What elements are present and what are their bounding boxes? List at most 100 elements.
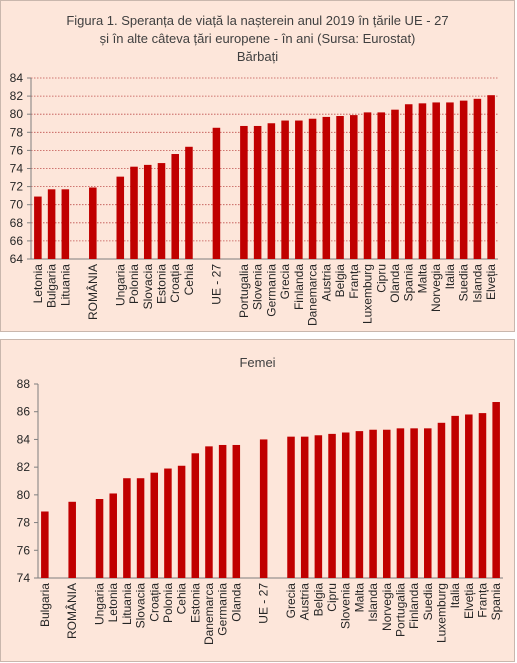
men-bar	[487, 95, 495, 259]
men-x-tick-label: Slovenia	[251, 264, 265, 310]
women-y-tick-label: 80	[17, 488, 31, 502]
men-x-tick-label: Finlanda	[292, 264, 306, 310]
men-y-tick-label: 82	[10, 89, 24, 103]
men-bar	[363, 112, 372, 259]
men-x-tick-label: Islanda	[470, 264, 484, 303]
women-bar	[109, 493, 117, 578]
women-bar	[287, 436, 295, 578]
men-bar	[34, 196, 42, 259]
women-x-tick-label: Franța	[475, 583, 489, 618]
men-x-tick-label: Luxemburg	[361, 264, 375, 324]
women-x-tick-label: Estonia	[188, 583, 202, 623]
women-bar	[136, 478, 145, 578]
women-bar	[177, 465, 186, 578]
women-bar	[451, 415, 459, 578]
women-x-tick-label: Letonia	[106, 583, 120, 623]
women-bar	[341, 432, 350, 578]
women-bar	[218, 444, 227, 578]
men-bar	[157, 163, 166, 259]
women-bar	[355, 431, 364, 578]
men-y-tick-label: 76	[10, 143, 24, 157]
men-bar	[116, 176, 125, 259]
women-x-tick-label: Italia	[448, 583, 462, 609]
men-bar	[391, 109, 399, 259]
men-bar	[295, 120, 303, 259]
women-y-tick-label: 84	[17, 432, 31, 446]
men-bar	[336, 116, 344, 259]
women-x-tick-label: Cipru	[325, 583, 339, 612]
men-x-tick-label: ROMÂNIA	[85, 264, 100, 320]
women-bar	[300, 436, 309, 578]
women-y-tick-label: 78	[17, 516, 31, 530]
men-y-tick-label: 80	[10, 107, 24, 121]
men-x-tick-label: Malta	[415, 264, 429, 294]
women-x-tick-label: Polonia	[161, 583, 175, 623]
men-x-tick-label: Suedia	[457, 264, 471, 302]
women-bar	[164, 468, 172, 578]
men-x-tick-label: Bulgaria	[45, 264, 59, 308]
men-bar	[350, 115, 358, 259]
women-bar	[150, 472, 159, 578]
men-x-tick-label: Norvegia	[429, 264, 443, 312]
women-x-tick-label: Cehia	[175, 583, 189, 615]
women-bar	[437, 422, 446, 578]
women-y-tick-label: 88	[17, 377, 31, 391]
chart-title-line-1: Figura 1. Speranța de viață la nașterein…	[66, 13, 449, 28]
women-x-tick-label: Islanda	[366, 583, 380, 622]
men-bar	[185, 146, 193, 259]
women-bar	[396, 428, 405, 578]
men-bar	[473, 98, 482, 259]
women-bar	[123, 478, 131, 578]
women-x-tick-label: Spania	[489, 583, 503, 621]
men-y-tick-label: 72	[10, 180, 24, 194]
women-x-tick-label: Lituania	[120, 583, 134, 625]
men-x-tick-label: UE - 27	[209, 264, 223, 305]
women-x-tick-label: Slovacia	[134, 583, 148, 629]
men-x-tick-label: Grecia	[278, 264, 292, 300]
men-y-tick-label: 66	[10, 234, 24, 248]
women-bar	[478, 413, 487, 578]
men-x-tick-label: Ungaria	[113, 264, 127, 306]
men-bar	[432, 102, 440, 259]
women-bar-chart: 74 76 78 80 82 84 86 88 Bulgaria ROMÂNIA Ungaria Le…	[17, 377, 504, 645]
men-bar	[89, 187, 97, 259]
men-bar	[253, 125, 262, 259]
women-x-tick-label: UE - 27	[257, 583, 271, 624]
men-x-tick-label: Lituania	[58, 264, 72, 306]
women-y-tick-label: 76	[17, 543, 31, 557]
men-x-tick-label: Elveția	[484, 264, 498, 300]
women-bar	[328, 433, 336, 578]
men-x-tick-label: Spania	[402, 264, 416, 302]
men-y-tick-label: 64	[10, 252, 24, 266]
men-chart-panel: Figura 1. Speranța de viață la nașterein…	[0, 0, 515, 332]
women-bar	[492, 402, 500, 578]
men-bar	[130, 166, 138, 259]
men-x-tick-label: Estonia	[154, 264, 168, 304]
chart-title-men: Bărbați	[236, 49, 279, 64]
men-x-tick-label: Portugalia	[237, 264, 251, 318]
women-x-tick-label: ROMÂNIA	[64, 583, 79, 639]
men-x-tick-label: Polonia	[127, 264, 141, 304]
men-y-tick-label: 74	[10, 162, 24, 176]
men-bar	[171, 154, 179, 259]
women-x-tick-label: Norvegia	[380, 583, 394, 631]
women-x-tick-label: Olanda	[229, 583, 243, 622]
men-x-tick-label: Belgia	[333, 264, 347, 298]
women-x-tick-label: Elveția	[462, 583, 476, 619]
women-x-tick-label: Belgia	[311, 583, 325, 617]
men-bar	[143, 164, 152, 259]
women-x-tick-label: Finlanda	[407, 583, 421, 629]
men-x-tick-label: Austria	[319, 264, 333, 302]
men-bar	[459, 100, 468, 259]
men-x-tick-label: Croația	[168, 264, 182, 303]
women-y-tick-label: 82	[17, 460, 31, 474]
women-bar	[41, 511, 49, 578]
men-x-tick-label: Germania	[264, 264, 278, 317]
women-bar	[205, 446, 213, 578]
women-bar	[191, 453, 200, 578]
men-x-tick-label: Danemarca	[306, 264, 320, 326]
women-bar	[95, 499, 104, 578]
women-bar	[382, 429, 391, 578]
men-bar	[446, 102, 454, 259]
men-bar	[61, 189, 70, 259]
